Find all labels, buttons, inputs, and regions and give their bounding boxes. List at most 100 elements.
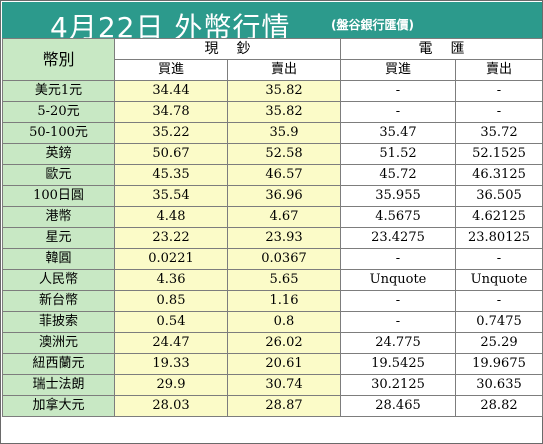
- cash-buy-cell: 34.44: [114, 80, 228, 102]
- title-bar: 4月22日 外幣行情 (盤谷銀行匯價): [2, 2, 542, 44]
- tt-buy-cell: 24.775: [340, 332, 456, 354]
- tt-sell-cell: 23.80125: [455, 227, 543, 249]
- tt-buy-cell: -: [340, 101, 456, 123]
- currency-name-cell: 新台幣: [2, 290, 115, 312]
- currency-name-cell: 加拿大元: [2, 395, 115, 417]
- tt-buy-cell: -: [340, 80, 456, 102]
- currency-name-cell: 澳洲元: [2, 332, 115, 354]
- currency-name-cell: 人民幣: [2, 269, 115, 291]
- tt-sell-header: 賣出: [455, 59, 543, 81]
- source-label: (盤谷銀行匯價): [331, 18, 414, 32]
- table-row: 瑞士法朗 29.9 30.74 30.2125 30.635: [2, 374, 543, 396]
- cash-buy-cell: 35.54: [114, 185, 228, 207]
- tt-buy-cell: 19.5425: [340, 353, 456, 375]
- tt-header: 電匯: [340, 38, 543, 60]
- table-row: 100日圓 35.54 36.96 35.955 36.505: [2, 185, 543, 207]
- currency-name-cell: 星元: [2, 227, 115, 249]
- cash-sell-cell: 26.02: [227, 332, 341, 354]
- tt-sell-cell: 4.62125: [455, 206, 543, 228]
- cash-sell-header: 賣出: [227, 59, 341, 81]
- cash-sell-cell: 5.65: [227, 269, 341, 291]
- currency-name-cell: 美元1元: [2, 80, 115, 102]
- table-row: 紐西蘭元 19.33 20.61 19.5425 19.9675: [2, 353, 543, 375]
- cash-buy-cell: 0.54: [114, 311, 228, 333]
- currency-header: 幣別: [2, 38, 115, 81]
- tt-sell-cell: 19.9675: [455, 353, 543, 375]
- cash-sell-cell: 0.8: [227, 311, 341, 333]
- cash-buy-cell: 50.67: [114, 143, 228, 165]
- tt-buy-cell: 51.52: [340, 143, 456, 165]
- cash-sell-cell: 20.61: [227, 353, 341, 375]
- table-row: 澳洲元 24.47 26.02 24.775 25.29: [2, 332, 543, 354]
- cash-buy-cell: 24.47: [114, 332, 228, 354]
- table-row: 星元 23.22 23.93 23.4275 23.80125: [2, 227, 543, 249]
- tt-sell-cell: -: [455, 290, 543, 312]
- cash-buy-cell: 0.0221: [114, 248, 228, 270]
- tt-buy-cell: 28.465: [340, 395, 456, 417]
- cash-buy-cell: 23.22: [114, 227, 228, 249]
- tt-sell-cell: 35.72: [455, 122, 543, 144]
- table-row: 人民幣 4.36 5.65 Unquote Unquote: [2, 269, 543, 291]
- cash-buy-header: 買進: [114, 59, 228, 81]
- table-row: 5-20元 34.78 35.82- -: [2, 101, 543, 123]
- tt-buy-cell: 4.5675: [340, 206, 456, 228]
- cash-sell-cell: 46.57: [227, 164, 341, 186]
- tt-sell-cell: -: [455, 248, 543, 270]
- currency-name-cell: 歐元: [2, 164, 115, 186]
- header-row-top: 幣別 現鈔 電匯: [2, 38, 543, 81]
- tt-buy-header: 買進: [340, 59, 456, 81]
- tt-buy-cell: 23.4275: [340, 227, 456, 249]
- tt-sell-cell: -: [455, 80, 543, 102]
- tt-sell-cell: 0.7475: [455, 311, 543, 333]
- table-row: 菲披索 0.54 0.8-0.7475: [2, 311, 543, 333]
- tt-sell-cell: 36.505: [455, 185, 543, 207]
- cash-sell-cell: 23.93: [227, 227, 341, 249]
- cash-sell-cell: 4.67: [227, 206, 341, 228]
- tt-sell-cell: 30.635: [455, 374, 543, 396]
- tt-buy-cell: -: [340, 311, 456, 333]
- currency-name-cell: 瑞士法朗: [2, 374, 115, 396]
- tt-buy-cell: -: [340, 248, 456, 270]
- table-row: 港幣 4.48 4.67 4.5675 4.62125: [2, 206, 543, 228]
- table-row: 加拿大元 28.03 28.87 28.465 28.82: [2, 395, 543, 417]
- tt-buy-cell: -: [340, 290, 456, 312]
- tt-sell-cell: Unquote: [455, 269, 543, 291]
- tt-buy-cell: 35.955: [340, 185, 456, 207]
- rates-table: 幣別 現鈔 電匯 買進 賣出 買進 賣出 美元1元 34.44 35.82- -5-2…: [2, 38, 543, 417]
- cash-sell-cell: 28.87: [227, 395, 341, 417]
- currency-name-cell: 港幣: [2, 206, 115, 228]
- cash-buy-cell: 0.85: [114, 290, 228, 312]
- table-row: 英鎊 50.67 52.58 51.52 52.1525: [2, 143, 543, 165]
- currency-name-cell: 菲披索: [2, 311, 115, 333]
- cash-buy-cell: 4.48: [114, 206, 228, 228]
- table-row: 新台幣 0.85 1.16- -: [2, 290, 543, 312]
- cash-sell-cell: 35.82: [227, 101, 341, 123]
- currency-name-cell: 50-100元: [2, 122, 115, 144]
- cash-buy-cell: 29.9: [114, 374, 228, 396]
- tt-sell-cell: 52.1525: [455, 143, 543, 165]
- currency-name-cell: 100日圓: [2, 185, 115, 207]
- cash-buy-cell: 34.78: [114, 101, 228, 123]
- cash-sell-cell: 30.74: [227, 374, 341, 396]
- cash-buy-cell: 45.35: [114, 164, 228, 186]
- cash-sell-cell: 52.58: [227, 143, 341, 165]
- cash-sell-cell: 35.9: [227, 122, 341, 144]
- table-row: 韓圓 0.0221 0.0367- -: [2, 248, 543, 270]
- cash-buy-cell: 4.36: [114, 269, 228, 291]
- table-row: 50-100元 35.22 35.9 35.47 35.72: [2, 122, 543, 144]
- cash-header: 現鈔: [114, 38, 341, 60]
- tt-sell-cell: 25.29: [455, 332, 543, 354]
- currency-name-cell: 紐西蘭元: [2, 353, 115, 375]
- header-row-sub: 買進 賣出 買進 賣出: [3, 59, 543, 81]
- cash-buy-cell: 28.03: [114, 395, 228, 417]
- table-row: 美元1元 34.44 35.82- -: [2, 80, 543, 102]
- tt-buy-cell: Unquote: [340, 269, 456, 291]
- cash-sell-cell: 0.0367: [227, 248, 341, 270]
- currency-name-cell: 韓圓: [2, 248, 115, 270]
- currency-name-cell: 英鎊: [2, 143, 115, 165]
- currency-name-cell: 5-20元: [2, 101, 115, 123]
- cash-sell-cell: 1.16: [227, 290, 341, 312]
- tt-buy-cell: 35.47: [340, 122, 456, 144]
- tt-buy-cell: 45.72: [340, 164, 456, 186]
